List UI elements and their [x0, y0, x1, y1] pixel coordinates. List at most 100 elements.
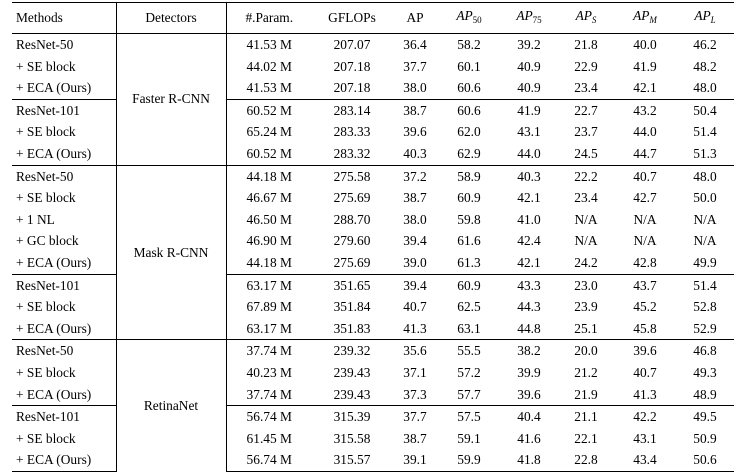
value-cell: 52.8: [693, 299, 717, 315]
table-row: + ECA (Ours) 37.74 M 239.43 37.3 57.7 39.6 21.…: [12, 384, 734, 406]
value-cell: 41.6: [517, 430, 541, 446]
table-row: ResNet-101 63.17 M 351.65 39.4 60.9 43.3 23.0 4…: [12, 273, 734, 297]
value-cell: 49.3: [693, 364, 717, 380]
value-cell: 207.07: [333, 37, 371, 52]
value-cell: 23.7: [574, 124, 598, 140]
value-cell: 41.3: [633, 386, 657, 402]
value-cell: 49.9: [693, 254, 717, 270]
value-cell: 63.17 M: [246, 320, 292, 336]
value-cell: 51.4: [676, 273, 734, 297]
value-cell: 41.3: [403, 320, 427, 336]
value-cell: 43.7: [614, 273, 676, 297]
method-cell: ResNet-50: [16, 37, 74, 52]
value-cell: 21.2: [574, 364, 598, 380]
value-cell: 40.7: [614, 164, 676, 188]
method-cell: + SE block: [16, 190, 76, 206]
value-cell: 44.0: [517, 145, 541, 161]
value-cell: 275.69: [333, 190, 371, 206]
table-row: + 1 NL 46.50 M 288.70 38.0 59.8 41.0 N/A N/A N/A: [12, 209, 734, 231]
value-cell: 283.33: [333, 124, 371, 140]
method-cell: ResNet-101: [12, 273, 116, 297]
value-cell: 23.4: [574, 190, 598, 206]
value-cell: 61.45 M: [246, 430, 292, 446]
header-ap50: AP50: [438, 2, 500, 34]
value-cell: 39.6: [403, 124, 427, 140]
value-cell: 40.4: [500, 405, 558, 428]
table-row: + ECA (Ours) 41.53 M 207.18 38.0 60.6 40.9 23.…: [12, 77, 734, 99]
value-cell: 48.2: [693, 58, 717, 74]
value-cell: 46.90 M: [246, 233, 292, 249]
table-row: + SE block 46.67 M 275.69 38.7 60.9 42.1 23.4 4…: [12, 187, 734, 209]
value-cell: 40.23 M: [246, 364, 292, 380]
value-cell: N/A: [574, 211, 598, 227]
value-cell: 60.9: [438, 273, 500, 297]
value-cell: 58.2: [457, 37, 481, 52]
value-cell: 63.1: [457, 320, 481, 336]
value-cell: 40.3: [403, 145, 427, 161]
value-cell: 37.1: [403, 364, 427, 380]
value-cell: 23.4: [574, 80, 598, 96]
value-cell: 57.5: [438, 405, 500, 428]
value-cell: 279.60: [333, 233, 371, 249]
value-cell: 37.74 M: [226, 339, 312, 362]
value-cell: 42.1: [633, 80, 657, 96]
method-cell: ResNet-50: [12, 164, 116, 188]
value-cell: 44.3: [517, 299, 541, 315]
method-cell: ResNet-101: [12, 405, 116, 428]
value-cell: 207.18: [333, 58, 371, 74]
method-cell: + ECA (Ours): [16, 145, 92, 161]
table-row: ResNet-101 56.74 M 315.39 37.7 57.5 40.4 21.1 4…: [12, 405, 734, 428]
method-cell: + SE block: [16, 299, 76, 315]
value-cell: 37.74 M: [246, 386, 292, 402]
value-cell: 56.74 M: [226, 449, 312, 472]
method-cell: + ECA (Ours): [16, 254, 92, 270]
value-cell: 351.65: [312, 273, 392, 297]
value-cell: 22.2: [558, 164, 614, 188]
detector-cell: Mask R-CNN: [115, 164, 227, 340]
value-cell: 48.0: [693, 80, 717, 96]
header-ap: AP: [392, 2, 438, 34]
value-cell: 46.67 M: [246, 190, 292, 206]
value-cell: 62.9: [457, 145, 481, 161]
value-cell: 44.18 M: [246, 254, 292, 270]
value-cell: 38.0: [403, 211, 427, 227]
table-row: ResNet-50 Mask R-CNN 44.18 M 275.58 37.2 58.9…: [12, 164, 734, 340]
value-cell: 315.58: [333, 430, 371, 446]
value-cell: 43.4: [614, 449, 676, 472]
method-cell: ResNet-50: [12, 339, 116, 362]
method-cell: + ECA (Ours): [16, 320, 92, 336]
detector-cell: RetinaNet: [115, 339, 227, 472]
value-cell: 42.1: [517, 190, 541, 206]
value-cell: 23.0: [558, 273, 614, 297]
value-cell: 40.3: [500, 164, 558, 188]
value-cell: 41.8: [500, 449, 558, 472]
value-cell: 25.1: [574, 320, 598, 336]
value-cell: 48.9: [693, 386, 717, 402]
value-cell: 67.89 M: [246, 299, 292, 315]
value-cell: 50.4: [676, 98, 734, 122]
table-row: + SE block 67.89 M 351.84 40.7 62.5 44.3 23.9 4…: [12, 296, 734, 318]
value-cell: 60.1: [457, 58, 481, 74]
value-cell: 39.6: [614, 339, 676, 362]
method-cell: + ECA (Ours): [16, 386, 92, 402]
value-cell: 41.9: [633, 58, 657, 74]
value-cell: 351.83: [333, 320, 371, 336]
value-cell: 52.9: [693, 320, 717, 336]
method-cell: + ECA (Ours): [12, 449, 116, 472]
value-cell: 275.69: [333, 254, 371, 270]
value-cell: 45.2: [633, 299, 657, 315]
value-cell: N/A: [693, 211, 717, 227]
value-cell: 351.84: [333, 299, 371, 315]
value-cell: 39.6: [517, 386, 541, 402]
detector-cell: Faster R-CNN: [115, 33, 227, 166]
table-row: + GC block 46.90 M 279.60 39.4 61.6 42.4 N/A N/…: [12, 230, 734, 252]
table-row: + SE block 44.02 M 207.18 37.7 60.1 40.9 22.9 4…: [12, 56, 734, 78]
value-cell: 22.8: [558, 449, 614, 472]
value-cell: 39.1: [392, 449, 438, 472]
value-cell: 44.0: [633, 124, 657, 140]
method-cell: + ECA (Ours): [16, 80, 92, 96]
value-cell: 21.9: [574, 386, 598, 402]
value-cell: 48.0: [676, 164, 734, 188]
value-cell: 57.7: [457, 386, 481, 402]
value-cell: 40.7: [403, 299, 427, 315]
